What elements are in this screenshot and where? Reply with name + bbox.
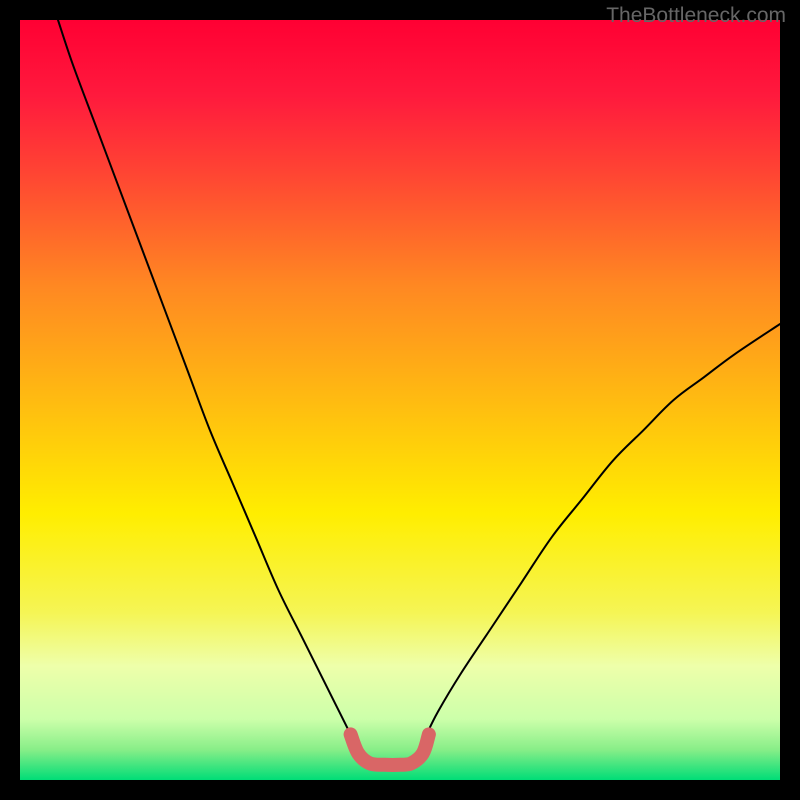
bottleneck-chart — [20, 20, 780, 780]
chart-container — [20, 20, 780, 780]
watermark-text: TheBottleneck.com — [606, 4, 786, 28]
chart-background — [20, 20, 780, 780]
